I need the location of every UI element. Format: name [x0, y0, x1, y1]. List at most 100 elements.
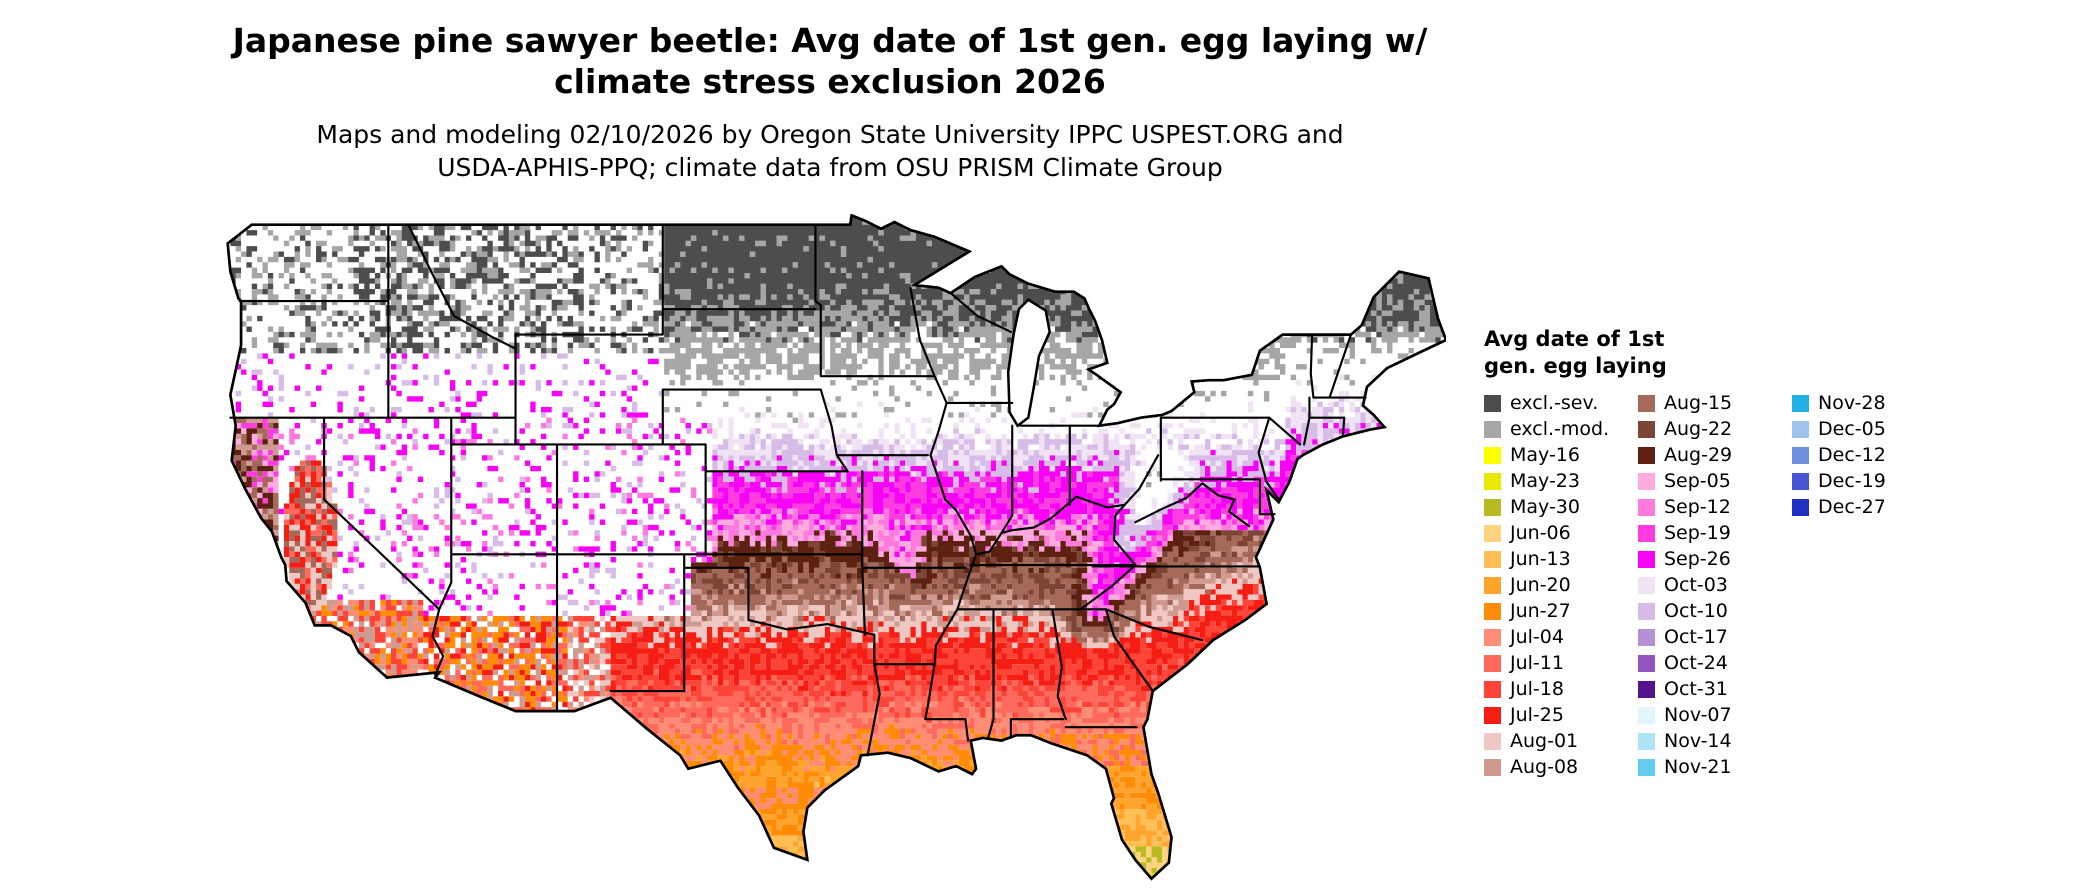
legend-label: Dec-12 [1818, 444, 1886, 466]
us-map-svg [226, 214, 1446, 881]
legend-row: Jul-11 [1484, 650, 1638, 676]
legend-label: May-23 [1510, 470, 1580, 492]
legend-swatch [1638, 394, 1655, 412]
legend-label: Nov-28 [1818, 392, 1886, 414]
us-outline [226, 214, 1446, 881]
legend-swatch [1484, 706, 1501, 724]
legend-row: Sep-26 [1638, 546, 1792, 572]
legend-swatch [1484, 576, 1501, 594]
legend-swatch [1638, 628, 1655, 646]
legend-label: Sep-05 [1664, 470, 1731, 492]
legend-swatch [1638, 706, 1655, 724]
legend-label: Aug-08 [1510, 756, 1579, 778]
legend-label: Nov-07 [1664, 704, 1732, 726]
legend-swatch [1638, 420, 1655, 438]
legend-label: Dec-05 [1818, 418, 1886, 440]
legend-label: Aug-01 [1510, 730, 1579, 752]
legend-swatch [1792, 472, 1809, 490]
legend-row: Sep-05 [1638, 468, 1792, 494]
legend-label: Jun-20 [1510, 574, 1571, 596]
legend-swatch [1484, 498, 1501, 516]
legend-swatch [1792, 498, 1809, 516]
legend-label: Nov-14 [1664, 730, 1732, 752]
legend-row: Oct-17 [1638, 624, 1792, 650]
legend-row: Nov-07 [1638, 702, 1792, 728]
map-title-line1: Japanese pine sawyer beetle: Avg date of… [232, 21, 1428, 60]
legend-swatch [1484, 602, 1501, 620]
legend-row: Oct-31 [1638, 676, 1792, 702]
legend-row: Oct-03 [1638, 572, 1792, 598]
legend-column: Nov-28 Dec-05 Dec-12 Dec-19 Dec-27 [1792, 390, 1946, 520]
map-subtitle-line1: Maps and modeling 02/10/2026 by Oregon S… [316, 120, 1344, 149]
legend-row: Jun-27 [1484, 598, 1638, 624]
legend-label: Jun-06 [1510, 522, 1571, 544]
legend-row: Nov-14 [1638, 728, 1792, 754]
legend-label: Oct-03 [1664, 574, 1728, 596]
legend-swatch [1484, 420, 1501, 438]
legend-swatch [1638, 524, 1655, 542]
legend-column: excl.-sev. excl.-mod. May-16 May-23 May-30 Ju… [1484, 390, 1638, 780]
legend-swatch [1484, 758, 1501, 776]
legend-label: Nov-21 [1664, 756, 1732, 778]
legend-row: Aug-08 [1484, 754, 1638, 780]
legend-row: Oct-24 [1638, 650, 1792, 676]
legend-columns: excl.-sev. excl.-mod. May-16 May-23 May-30 Ju… [1484, 390, 1946, 780]
legend-label: May-16 [1510, 444, 1580, 466]
legend-label: Sep-12 [1664, 496, 1731, 518]
legend-row: Aug-22 [1638, 416, 1792, 442]
legend-label: Jul-04 [1510, 626, 1564, 648]
legend-swatch [1792, 394, 1809, 412]
state-borders [229, 223, 1367, 757]
legend-swatch [1638, 446, 1655, 464]
legend-label: Sep-26 [1664, 548, 1731, 570]
legend-row: May-30 [1484, 494, 1638, 520]
legend-column: Aug-15 Aug-22 Aug-29 Sep-05 Sep-12 Sep-19 Sep-… [1638, 390, 1792, 780]
legend-swatch [1638, 602, 1655, 620]
legend-label: excl.-sev. [1510, 392, 1599, 414]
legend-row: excl.-mod. [1484, 416, 1638, 442]
legend-row: Dec-05 [1792, 416, 1946, 442]
legend-label: Oct-24 [1664, 652, 1728, 674]
map-subtitle: Maps and modeling 02/10/2026 by Oregon S… [0, 118, 1660, 184]
legend-swatch [1638, 498, 1655, 516]
legend-label: Aug-22 [1664, 418, 1733, 440]
legend-swatch [1484, 654, 1501, 672]
legend-label: Jul-25 [1510, 704, 1564, 726]
legend-row: Jul-18 [1484, 676, 1638, 702]
legend-label: Jun-27 [1510, 600, 1571, 622]
legend-row: Aug-01 [1484, 728, 1638, 754]
legend-swatch [1638, 550, 1655, 568]
legend-swatch [1792, 446, 1809, 464]
legend-row: Dec-27 [1792, 494, 1946, 520]
legend-label: Oct-17 [1664, 626, 1728, 648]
legend-row: excl.-sev. [1484, 390, 1638, 416]
legend-label: Aug-29 [1664, 444, 1733, 466]
legend-row: Sep-19 [1638, 520, 1792, 546]
legend-row: Aug-15 [1638, 390, 1792, 416]
legend-row: Jul-04 [1484, 624, 1638, 650]
legend: Avg date of 1st gen. egg laying excl.-se… [1484, 326, 1946, 780]
legend-swatch [1638, 680, 1655, 698]
legend-label: Jun-13 [1510, 548, 1571, 570]
legend-swatch [1792, 420, 1809, 438]
legend-swatch [1638, 732, 1655, 750]
legend-swatch [1638, 758, 1655, 776]
legend-row: Jun-20 [1484, 572, 1638, 598]
legend-title-line2: gen. egg laying [1484, 354, 1667, 378]
legend-label: Jul-11 [1510, 652, 1564, 674]
legend-title-line1: Avg date of 1st [1484, 327, 1665, 351]
legend-swatch [1484, 394, 1501, 412]
legend-label: May-30 [1510, 496, 1580, 518]
legend-row: Sep-12 [1638, 494, 1792, 520]
legend-label: Aug-15 [1664, 392, 1733, 414]
map-title-line2: climate stress exclusion 2026 [554, 62, 1106, 101]
legend-row: Oct-10 [1638, 598, 1792, 624]
legend-label: excl.-mod. [1510, 418, 1610, 440]
legend-swatch [1638, 576, 1655, 594]
us-map [225, 214, 1446, 884]
legend-label: Jul-18 [1510, 678, 1564, 700]
legend-row: Dec-19 [1792, 468, 1946, 494]
lake-michigan [1006, 298, 1052, 428]
legend-swatch [1484, 628, 1501, 646]
